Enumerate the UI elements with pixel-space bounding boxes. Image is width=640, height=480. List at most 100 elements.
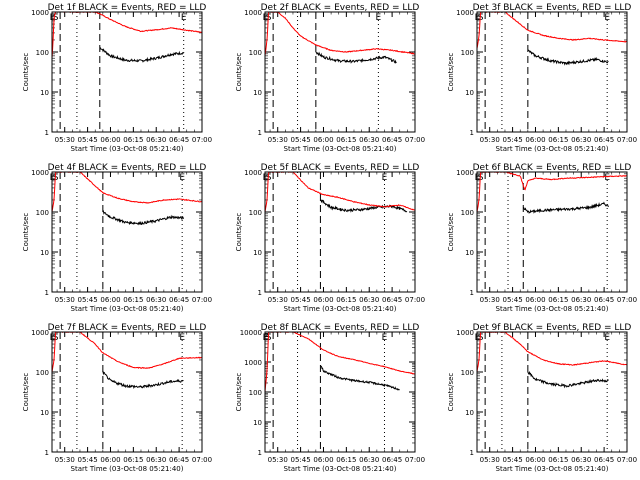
y-axis-label: Counts/sec xyxy=(22,373,30,412)
y-tick-label: 100 xyxy=(36,369,49,377)
y-tick-label: 10 xyxy=(465,409,474,417)
series-events-line xyxy=(102,209,184,226)
marker-label: E xyxy=(179,333,185,343)
x-tick-label: 07:00 xyxy=(192,136,212,144)
x-tick-label: 06:30 xyxy=(571,456,591,464)
marker-label: E xyxy=(50,173,56,183)
marker-label: E xyxy=(382,333,388,343)
plot-frame xyxy=(476,11,628,133)
y-tick-label: 1000 xyxy=(456,169,474,177)
marker-label: E xyxy=(263,333,269,343)
x-tick-label: 06:45 xyxy=(382,136,402,144)
y-tick-label: 100 xyxy=(249,209,262,217)
marker-label: E xyxy=(475,333,481,343)
x-tick-label: 06:45 xyxy=(382,456,402,464)
y-tick-label: 10 xyxy=(40,409,49,417)
panel-det-4: Det 4f BLACK = Events, RED = LLD 1 10 100 10… xyxy=(22,163,212,313)
panel-title: Det 8f BLACK = Events, RED = LLD xyxy=(261,323,420,333)
marker-label: E xyxy=(382,173,388,183)
x-tick-label: 05:30 xyxy=(480,296,500,304)
x-tick-label: 06:45 xyxy=(594,296,614,304)
plot-frame xyxy=(264,171,416,293)
x-axis-label: Start Time (03-Oct-08 05:21:40) xyxy=(496,465,609,473)
x-tick-label: 06:45 xyxy=(169,296,189,304)
x-tick-label: 05:30 xyxy=(268,456,288,464)
x-tick-label: 06:45 xyxy=(594,456,614,464)
panel-title: Det 2f BLACK = Events, RED = LLD xyxy=(261,3,420,13)
x-tick-label: 06:00 xyxy=(100,296,120,304)
x-tick-label: 06:00 xyxy=(313,296,333,304)
x-tick-label: 05:45 xyxy=(290,456,310,464)
marker-label: E xyxy=(263,13,269,23)
y-axis-label: Counts/sec xyxy=(235,53,243,92)
y-axis-label: Counts/sec xyxy=(235,373,243,412)
x-tick-label: 06:00 xyxy=(100,136,120,144)
x-tick-label: 06:30 xyxy=(359,456,379,464)
y-tick-label: 1 xyxy=(258,129,262,137)
series-events-line xyxy=(527,49,609,66)
marker-label: S xyxy=(478,13,484,23)
y-tick-label: 100 xyxy=(249,49,262,57)
marker-label: E xyxy=(179,173,185,183)
x-tick-label: 06:45 xyxy=(594,136,614,144)
series-lld-line xyxy=(264,331,415,393)
panel-title: Det 7f BLACK = Events, RED = LLD xyxy=(48,323,207,333)
x-tick-label: 05:30 xyxy=(268,136,288,144)
x-tick-label: 06:30 xyxy=(146,136,166,144)
y-tick-label: 100 xyxy=(36,49,49,57)
x-tick-label: 06:00 xyxy=(525,296,545,304)
x-tick-label: 05:45 xyxy=(290,296,310,304)
x-tick-label: 05:45 xyxy=(77,296,97,304)
x-tick-label: 06:15 xyxy=(548,136,568,144)
series-events-line xyxy=(102,370,184,390)
y-axis-label: Counts/sec xyxy=(447,213,455,252)
y-tick-label: 1 xyxy=(470,449,474,457)
x-tick-label: 06:45 xyxy=(169,456,189,464)
x-tick-label: 05:30 xyxy=(55,136,75,144)
y-tick-label: 1 xyxy=(258,449,262,457)
x-tick-label: 05:30 xyxy=(55,296,75,304)
x-tick-label: 06:15 xyxy=(123,136,143,144)
y-tick-label: 1000 xyxy=(31,9,49,17)
y-tick-label: 10 xyxy=(465,89,474,97)
y-tick-label: 1000 xyxy=(31,329,49,337)
x-tick-label: 06:30 xyxy=(146,296,166,304)
y-tick-label: 1 xyxy=(470,289,474,297)
y-axis-label: Counts/sec xyxy=(447,53,455,92)
y-tick-label: 1 xyxy=(45,449,49,457)
y-axis-label: Counts/sec xyxy=(447,373,455,412)
x-tick-label: 06:00 xyxy=(313,456,333,464)
panel-title: Det 1f BLACK = Events, RED = LLD xyxy=(48,3,207,13)
y-tick-label: 1 xyxy=(470,129,474,137)
x-tick-label: 07:00 xyxy=(192,296,212,304)
y-tick-label: 10 xyxy=(40,249,49,257)
y-tick-label: 1000 xyxy=(456,9,474,17)
y-tick-label: 10000 xyxy=(240,329,262,337)
series-lld-line xyxy=(264,11,415,56)
x-tick-label: 06:15 xyxy=(336,136,356,144)
x-axis-label: Start Time (03-Oct-08 05:21:40) xyxy=(71,465,184,473)
y-tick-label: 1 xyxy=(45,129,49,137)
y-tick-label: 100 xyxy=(461,209,474,217)
panel-det-9: Det 9f BLACK = Events, RED = LLD 1 10 100 10… xyxy=(447,323,637,473)
marker-label: E xyxy=(181,13,187,23)
x-axis-label: Start Time (03-Oct-08 05:21:40) xyxy=(71,145,184,153)
x-tick-label: 07:00 xyxy=(405,456,425,464)
marker-label: E xyxy=(475,173,481,183)
marker-label: E xyxy=(376,13,382,23)
y-tick-label: 10 xyxy=(253,89,262,97)
x-tick-label: 06:15 xyxy=(336,296,356,304)
x-tick-label: 06:30 xyxy=(571,296,591,304)
y-axis-label: Counts/sec xyxy=(235,213,243,252)
x-tick-label: 06:15 xyxy=(123,456,143,464)
y-tick-label: 1000 xyxy=(244,169,262,177)
panel-det-5: Det 5f BLACK = Events, RED = LLD 1 10 100 10… xyxy=(235,163,425,313)
x-tick-label: 07:00 xyxy=(192,456,212,464)
y-tick-label: 10 xyxy=(253,249,262,257)
series-events-line xyxy=(523,201,609,214)
plot-frame xyxy=(264,331,416,453)
x-tick-label: 06:30 xyxy=(146,456,166,464)
x-axis-label: Start Time (03-Oct-08 05:21:40) xyxy=(284,465,397,473)
panel-title: Det 3f BLACK = Events, RED = LLD xyxy=(473,3,632,13)
